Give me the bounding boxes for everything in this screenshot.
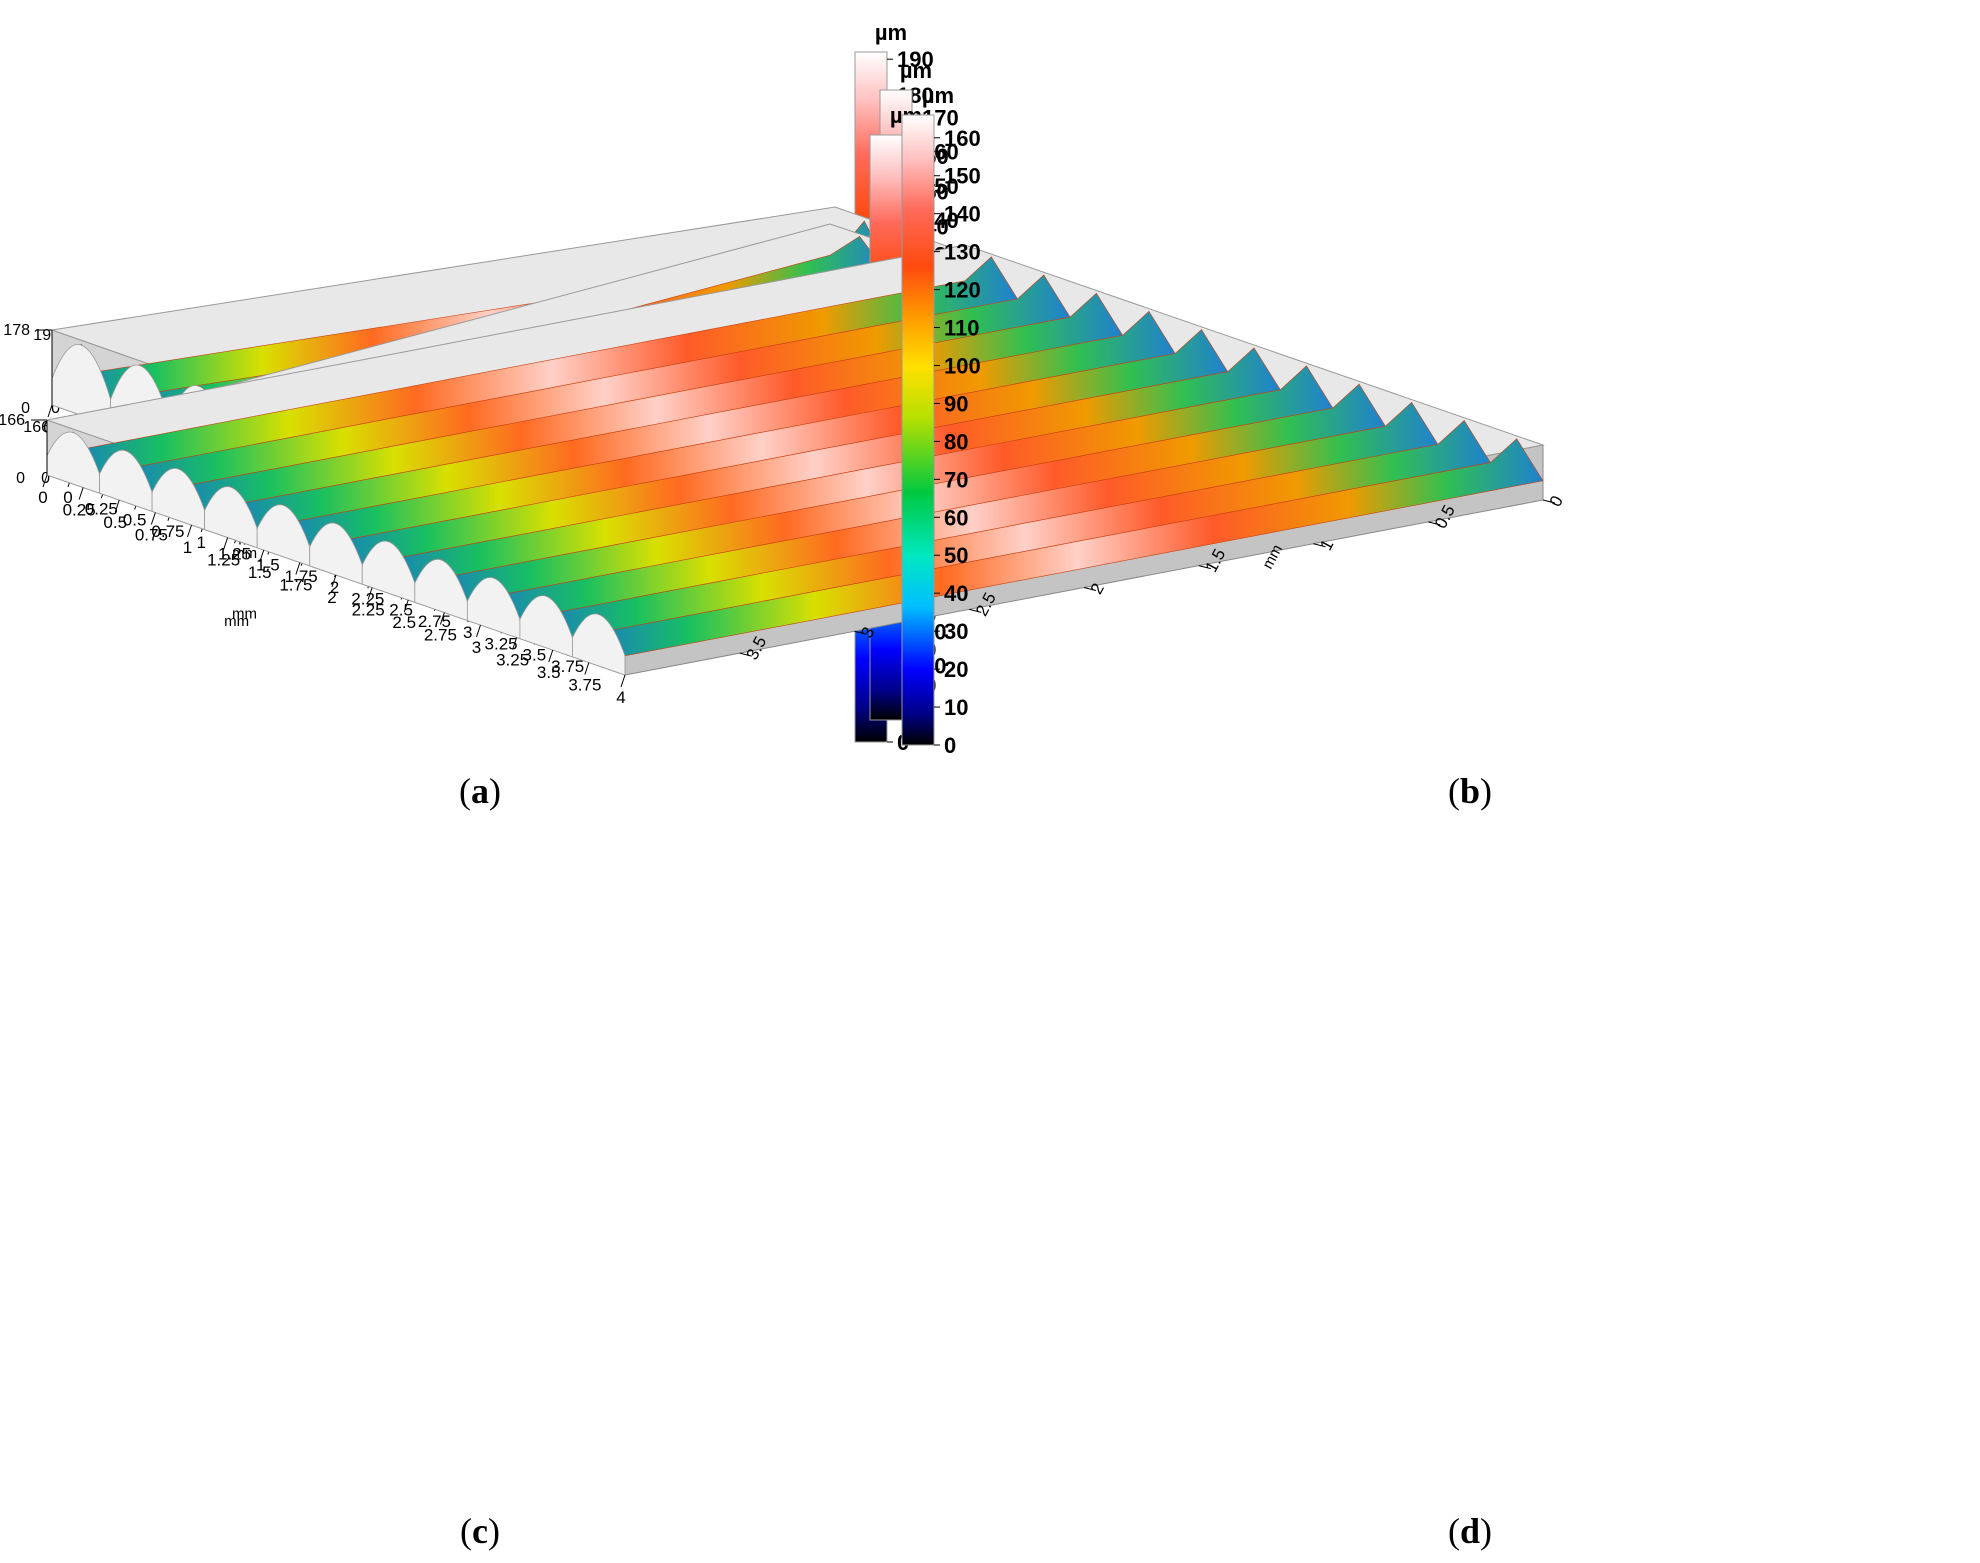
x-tick-label: 1.5 bbox=[256, 556, 280, 575]
colorbar-tick-label: 40 bbox=[944, 581, 968, 606]
colorbar-unit: µm bbox=[922, 83, 954, 108]
x-tick-label: 3.25 bbox=[485, 634, 518, 653]
colorbar-tick-label: 10 bbox=[944, 695, 968, 720]
colorbar-tick-label: 20 bbox=[944, 657, 968, 682]
colorbar-tick-label: 140 bbox=[944, 202, 981, 227]
x-tick-label: 3.75 bbox=[568, 676, 601, 695]
z-tick-label: 178 bbox=[3, 322, 30, 339]
colorbar-unit: µm bbox=[875, 20, 907, 45]
x-tick-label: 0 bbox=[38, 488, 47, 507]
caption-b: (b) bbox=[1447, 771, 1493, 811]
ridge-profile bbox=[572, 613, 626, 676]
colorbar-tick-label: 0 bbox=[944, 733, 956, 758]
y-tick-label: 0 bbox=[1546, 493, 1567, 510]
x-tick-label: 1.25 bbox=[207, 551, 240, 570]
colorbar-tick-label: 30 bbox=[944, 619, 968, 644]
z-tick-label: 0 bbox=[16, 470, 25, 487]
colorbar-tick-label: 70 bbox=[944, 467, 968, 492]
colorbar-tick-label: 90 bbox=[944, 391, 968, 416]
colorbar-unit: µm bbox=[900, 58, 932, 83]
x-tick-label: 0.75 bbox=[135, 526, 168, 545]
colorbar-tick-label: 60 bbox=[944, 505, 968, 530]
x-tick-label: 0.5 bbox=[103, 513, 127, 532]
caption-d: (d) bbox=[1447, 1511, 1493, 1551]
x-tick-label: 3.5 bbox=[537, 663, 561, 682]
colorbar-tick-label: 80 bbox=[944, 429, 968, 454]
x-tick-label: 2 bbox=[330, 578, 339, 597]
x-axis-label: mm bbox=[232, 545, 257, 562]
colorbar-tick-label: 190 bbox=[897, 47, 934, 72]
x-tick-label: 3 bbox=[472, 638, 481, 657]
z-tick-label: 166 bbox=[0, 412, 25, 429]
colorbar-tick-label: 100 bbox=[944, 353, 981, 378]
x-tick-label: 2.5 bbox=[392, 613, 416, 632]
colorbar bbox=[901, 114, 935, 746]
x-axis-label: mm bbox=[224, 613, 249, 630]
panel-d: 0 166 0 0.25 0.5 0.75 1 1.25 1.5 1.75 2 2.25 2.5 2.75… bbox=[0, 0, 1567, 1551]
x-tick-label: 3.25 bbox=[496, 651, 529, 670]
colorbar-tick-label: 120 bbox=[944, 278, 981, 303]
x-tick-label: 0.25 bbox=[85, 499, 118, 518]
x-tick-label: 4 bbox=[616, 688, 625, 707]
colorbar-tick-label: 130 bbox=[944, 240, 981, 265]
x-tick-label: 3 bbox=[463, 623, 472, 642]
surface-ridge bbox=[571, 438, 1544, 657]
x-tick-label: 0.75 bbox=[151, 522, 184, 541]
caption-a: (a) bbox=[459, 771, 501, 811]
x-tick-label: 2.25 bbox=[352, 601, 385, 620]
x-axis-label: mm bbox=[232, 605, 257, 622]
x-tick-label: 0 bbox=[63, 488, 72, 507]
surface-plot-d: 016600.250.50.7511.251.51.7522.252.52.75… bbox=[0, 83, 1567, 758]
x-tick-label: 3.75 bbox=[551, 657, 584, 676]
z-tick-label: 0 bbox=[21, 400, 30, 417]
x-tick-label: 1 bbox=[183, 538, 192, 557]
x-tick-label: 1.5 bbox=[248, 563, 272, 582]
x-tick-label: 0.25 bbox=[63, 501, 96, 520]
caption-c: (c) bbox=[460, 1511, 500, 1551]
x-tick-label: 2.5 bbox=[389, 601, 413, 620]
x-tick-label: 2.75 bbox=[424, 626, 457, 645]
colorbar-tick-label: 150 bbox=[944, 164, 981, 189]
x-tick-label: 2 bbox=[327, 588, 336, 607]
colorbar-tick-label: 110 bbox=[944, 316, 980, 341]
x-tick-label: 0.5 bbox=[123, 511, 147, 530]
z-tick-label: 166 bbox=[23, 419, 50, 436]
x-tick-label: 2.25 bbox=[351, 589, 384, 608]
x-tick-label: 3.5 bbox=[523, 646, 547, 665]
x-tick-label: 1.75 bbox=[285, 567, 318, 586]
x-tick-label: 1.25 bbox=[218, 544, 251, 563]
z-tick-label: 0 bbox=[51, 400, 60, 417]
x-tick-label: 1.75 bbox=[279, 576, 312, 595]
colorbar-tick-label: 50 bbox=[944, 543, 968, 568]
x-tick-label: 1 bbox=[197, 533, 206, 552]
colorbar-tick-label: 160 bbox=[944, 126, 981, 151]
